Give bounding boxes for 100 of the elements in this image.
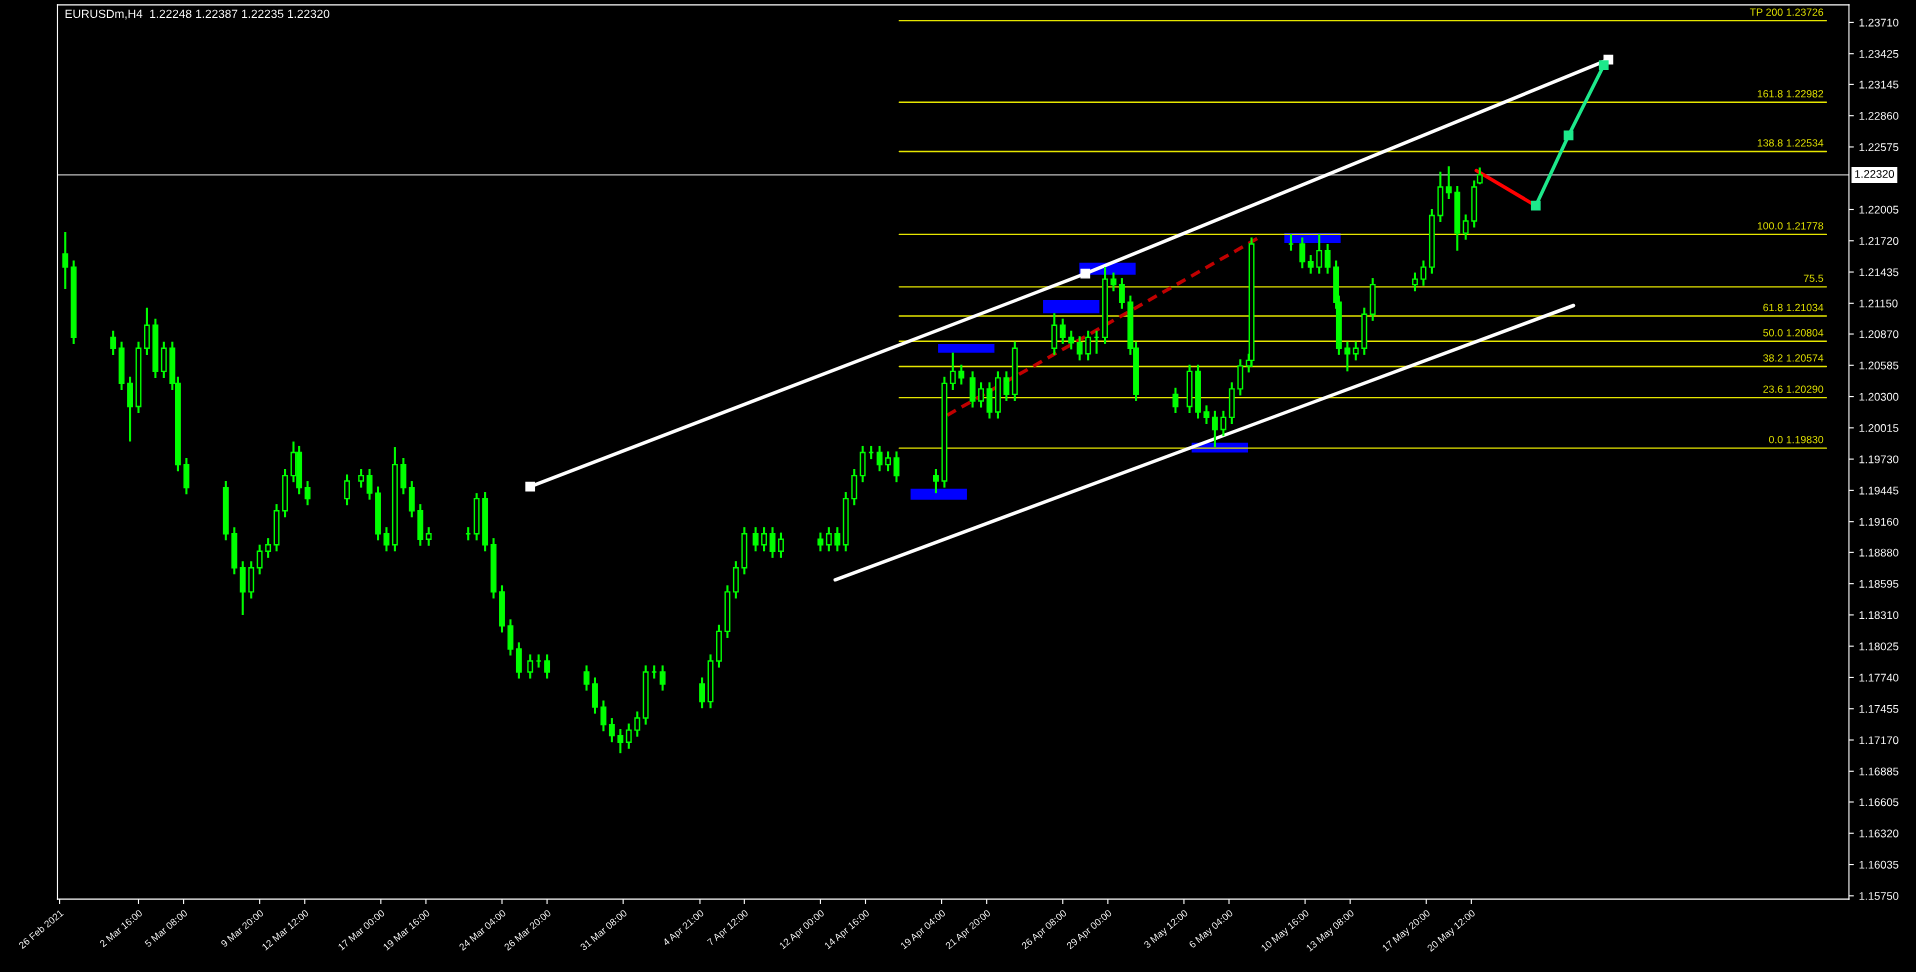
- candlestick: [1316, 233, 1323, 275]
- y-tick-label: 1.16885: [1859, 767, 1899, 776]
- candlestick: [583, 664, 590, 692]
- candlestick: [1299, 236, 1306, 270]
- y-tick-label: 1.18595: [1859, 579, 1899, 588]
- candlestick: [1462, 213, 1469, 241]
- candlestick: [265, 537, 272, 559]
- y-tick-label: 1.17740: [1859, 673, 1899, 682]
- y-tick-label: 1.18310: [1859, 611, 1899, 620]
- candlestick: [1352, 340, 1359, 362]
- candlestick: [1076, 335, 1083, 362]
- y-tick-label: 1.22860: [1859, 111, 1899, 120]
- candlestick: [110, 329, 117, 356]
- y-tick-label: 1.16035: [1859, 860, 1899, 869]
- candlestick: [885, 450, 891, 473]
- candlestick: [1059, 317, 1066, 345]
- candlestick: [1110, 271, 1117, 293]
- y-tick-label: 1.16320: [1859, 829, 1899, 838]
- candlestick: [699, 676, 706, 710]
- candlestick: [1068, 329, 1075, 351]
- bar: [938, 343, 995, 353]
- candlestick: [978, 381, 984, 409]
- candlestick: [143, 306, 150, 356]
- y-tick-label: 1.21435: [1859, 268, 1899, 277]
- candlestick: [608, 717, 615, 744]
- series-label: 61.8 1.21034: [1763, 303, 1824, 312]
- candlestick: [62, 230, 69, 291]
- chart-title: EURUSDm,H4 1.22248 1.22387 1.22235 1.22320: [65, 9, 330, 20]
- candlestick: [625, 722, 632, 750]
- point: [1530, 200, 1541, 211]
- candlestick: [752, 526, 759, 553]
- y-tick-label: 1.23710: [1859, 18, 1899, 27]
- candlestick: [949, 351, 956, 392]
- candlestick: [358, 467, 365, 489]
- series-label: 161.8 1.22982: [1757, 90, 1824, 98]
- candlestick: [859, 444, 866, 484]
- candlestick: [851, 467, 858, 507]
- point: [1598, 60, 1609, 71]
- candlestick: [969, 370, 976, 409]
- candlestick: [1051, 312, 1058, 356]
- candlestick: [659, 664, 666, 692]
- candlestick: [876, 444, 883, 473]
- y-tick-label: 1.16605: [1859, 798, 1899, 807]
- candlestick: [1118, 277, 1125, 310]
- series-label: 0.0 1.19830: [1769, 435, 1824, 444]
- ref-line-label: 1.22320: [1855, 170, 1895, 178]
- candlestick: [400, 456, 407, 496]
- candlestick: [256, 543, 263, 576]
- candlestick: [527, 653, 534, 680]
- series-label: 75.5: [1803, 274, 1824, 283]
- candlestick: [617, 727, 624, 755]
- candlestick: [600, 699, 607, 733]
- y-tick-label: 1.20015: [1859, 424, 1899, 432]
- candlestick: [592, 676, 598, 715]
- series-label: 38.2 1.20574: [1763, 354, 1824, 362]
- candlestick: [1211, 409, 1218, 449]
- y-tick-label: 1.20300: [1859, 392, 1899, 401]
- y-tick-label: 1.21720: [1859, 237, 1899, 245]
- y-tick-label: 1.19730: [1859, 455, 1899, 464]
- candlestick: [366, 467, 373, 501]
- candlestick: [817, 531, 824, 553]
- bar: [910, 488, 967, 500]
- y-tick-label: 1.18025: [1859, 642, 1899, 651]
- y-tick-label: 1.17455: [1859, 705, 1899, 713]
- candlestick: [1307, 253, 1314, 275]
- series-label: 50.0 1.20804: [1763, 329, 1824, 337]
- candlestick: [1324, 243, 1331, 275]
- candlestick: [1237, 358, 1244, 397]
- y-tick-label: 1.19160: [1859, 517, 1899, 526]
- candlestick: [408, 480, 415, 519]
- y-tick-label: 1.20870: [1859, 330, 1899, 339]
- y-tick-label: 1.17170: [1859, 736, 1899, 745]
- series-label: 138.8 1.22534: [1757, 139, 1824, 147]
- candlestick: [933, 467, 939, 495]
- candlestick: [1203, 404, 1210, 426]
- candlestick: [425, 526, 432, 547]
- candlestick: [544, 653, 551, 680]
- candlestick: [825, 526, 832, 553]
- candlestick: [1344, 340, 1351, 373]
- candlestick: [1003, 370, 1010, 402]
- series-label: 23.6 1.20290: [1763, 385, 1824, 393]
- series-label: TP 200 1.23726: [1749, 8, 1824, 16]
- candlestick: [304, 480, 311, 507]
- y-tick-label: 1.19445: [1859, 486, 1899, 495]
- y-tick-label: 1.22005: [1859, 205, 1899, 214]
- candlestick: [761, 526, 768, 553]
- y-tick-label: 1.21150: [1859, 299, 1898, 308]
- y-tick-label: 1.23145: [1859, 80, 1899, 89]
- y-tick-label: 1.18880: [1859, 548, 1899, 557]
- candlestick: [958, 363, 965, 386]
- candlestick: [834, 526, 841, 553]
- point: [525, 481, 536, 492]
- y-tick-label: 1.23425: [1859, 49, 1899, 58]
- candlestick: [634, 710, 641, 738]
- candlestick: [1445, 165, 1452, 201]
- candlestick: [1085, 329, 1092, 362]
- candlestick: [344, 473, 350, 507]
- candlestick: [1412, 271, 1418, 293]
- point: [1080, 268, 1091, 279]
- y-tick-label: 1.22575: [1859, 143, 1899, 152]
